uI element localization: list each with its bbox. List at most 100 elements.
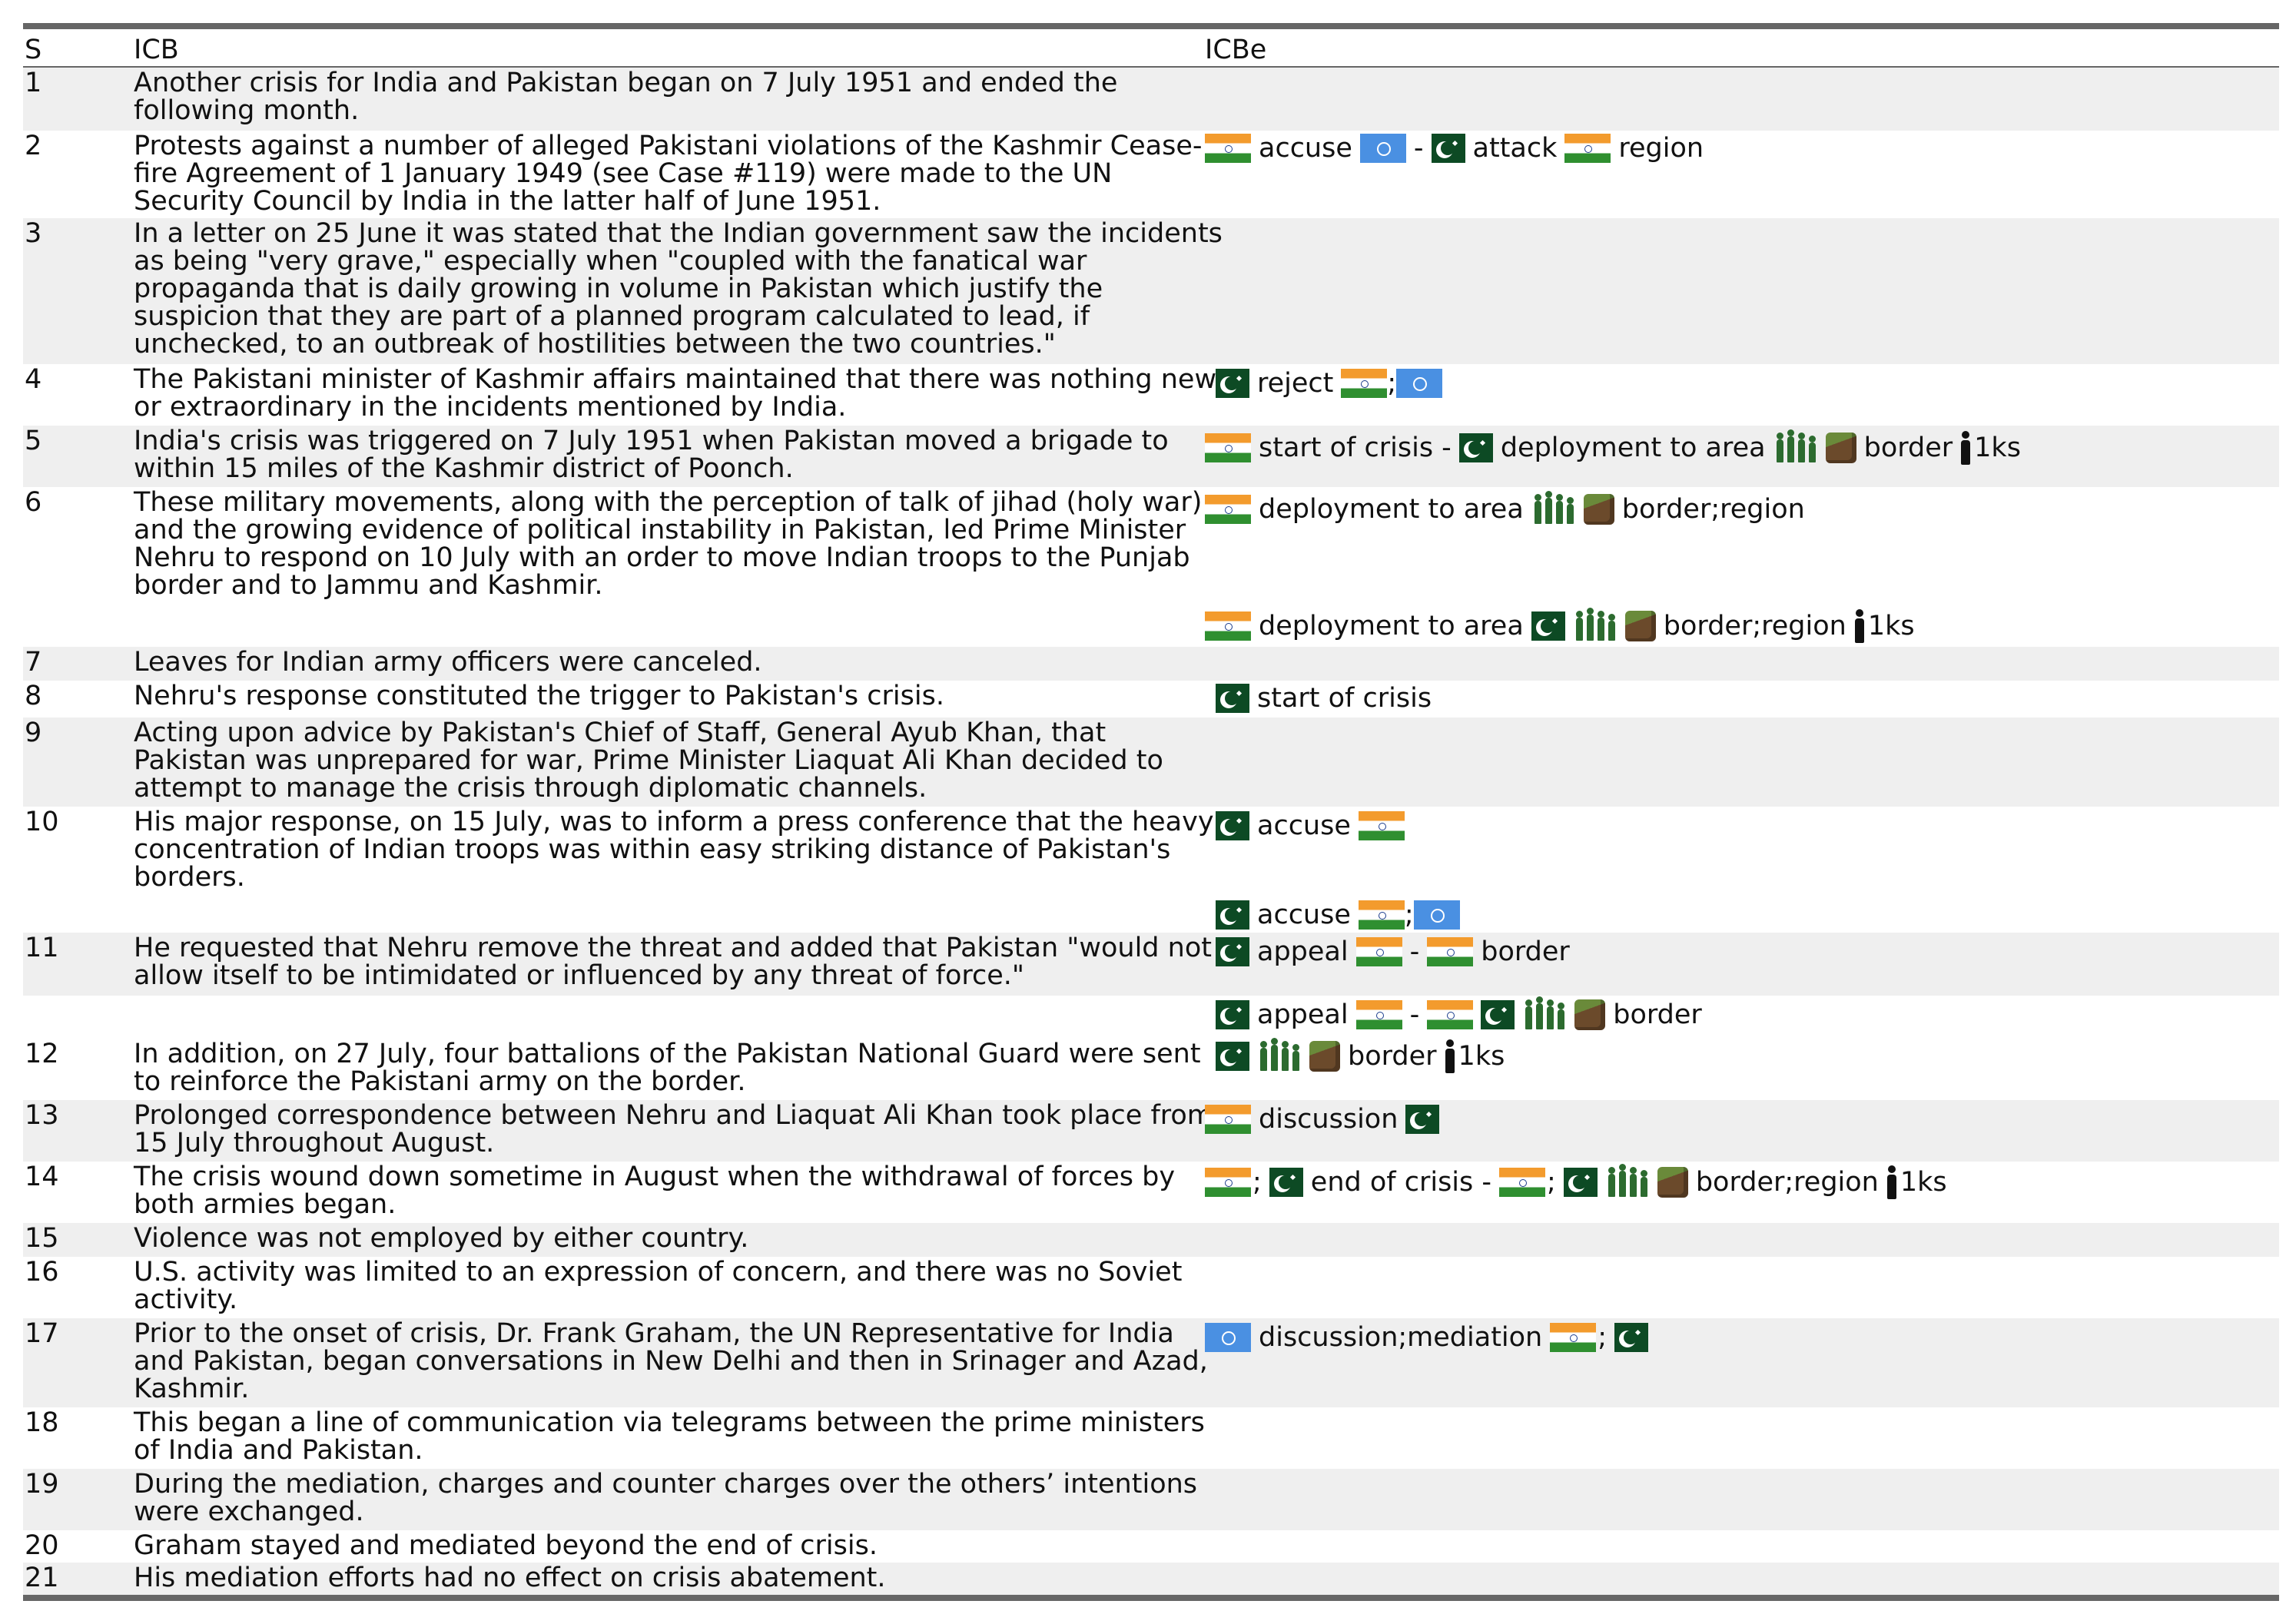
event-annotation: accuse bbox=[1216, 808, 1412, 843]
event-word: start of crisis - bbox=[1259, 433, 1452, 463]
row-number: 20 bbox=[25, 1530, 59, 1561]
india-flag-icon bbox=[1358, 811, 1405, 840]
india-flag-icon bbox=[1427, 937, 1474, 966]
table-row: 4 The Pakistani minister of Kashmir affa… bbox=[23, 364, 2279, 426]
pakistan-flag-icon bbox=[1405, 1105, 1440, 1134]
table-row: 11 He requested that Nehru remove the th… bbox=[23, 933, 2279, 996]
india-flag-icon bbox=[1355, 937, 1402, 966]
india-flag-icon bbox=[1358, 900, 1405, 930]
table-row: 17 Prior to the onset of crisis, Dr. Fra… bbox=[23, 1318, 2279, 1407]
row-text: He requested that Nehru remove the threa… bbox=[134, 933, 1212, 991]
event-word: border bbox=[1613, 999, 1702, 1030]
india-flag-icon bbox=[1205, 134, 1251, 163]
row-text: In a letter on 25 June it was stated tha… bbox=[134, 218, 1223, 360]
event-word: ; bbox=[1547, 1167, 1556, 1198]
table-bottom-rule bbox=[23, 1595, 2279, 1601]
table-row-continuation: appeal - border bbox=[23, 996, 2279, 1039]
india-flag-icon bbox=[1205, 1168, 1251, 1197]
row-text: His mediation efforts had no effect on c… bbox=[134, 1563, 886, 1593]
row-number: 15 bbox=[25, 1223, 59, 1254]
table-row: 1 Another crisis for India and Pakistan … bbox=[23, 68, 2279, 131]
un-flag-icon bbox=[1205, 1323, 1251, 1352]
event-word: end of crisis - bbox=[1310, 1167, 1492, 1198]
icb-comparison-table: S ICB ICBe bbox=[23, 23, 2279, 71]
event-word: - bbox=[1413, 133, 1424, 164]
table-row: 19 During the mediation, charges and cou… bbox=[23, 1469, 2279, 1530]
row-number: 8 bbox=[25, 681, 42, 711]
row-number: 13 bbox=[25, 1100, 59, 1131]
table-row: 8 Nehru's response constituted the trigg… bbox=[23, 681, 2279, 718]
troops-icon bbox=[1773, 429, 1818, 464]
event-annotation: appeal - border bbox=[1216, 934, 1578, 969]
pakistan-flag-icon bbox=[1216, 937, 1249, 966]
india-flag-icon bbox=[1427, 1000, 1474, 1029]
row-number: 18 bbox=[25, 1407, 59, 1438]
un-flag-icon bbox=[1359, 134, 1406, 163]
pakistan-flag-icon bbox=[1563, 1168, 1598, 1197]
pakistan-flag-icon bbox=[1216, 684, 1249, 713]
row-text: India's crisis was triggered on 7 July 1… bbox=[134, 426, 1169, 484]
event-word: accuse bbox=[1257, 900, 1351, 930]
troops-icon bbox=[1531, 491, 1576, 525]
event-word: border bbox=[1863, 433, 1953, 463]
header-s: S bbox=[25, 35, 42, 65]
event-annotation: discussion;mediation ; bbox=[1205, 1320, 1656, 1355]
event-word: border;region bbox=[1695, 1167, 1879, 1198]
india-flag-icon bbox=[1205, 433, 1251, 462]
terrain-block-icon bbox=[1825, 433, 1856, 463]
pakistan-flag-icon bbox=[1269, 1168, 1303, 1197]
row-number: 11 bbox=[25, 933, 59, 963]
table-row: 3 In a letter on 25 June it was stated t… bbox=[23, 218, 2279, 364]
row-text: Acting upon advice by Pakistan's Chief o… bbox=[134, 718, 1163, 804]
un-flag-icon bbox=[1413, 900, 1460, 930]
pakistan-flag-icon bbox=[1614, 1323, 1649, 1352]
terrain-block-icon bbox=[1657, 1167, 1688, 1198]
row-number: 14 bbox=[25, 1162, 59, 1192]
row-text: Leaves for Indian army officers were can… bbox=[134, 647, 762, 678]
table-row: 20 Graham stayed and mediated beyond the… bbox=[23, 1530, 2279, 1563]
event-annotation: ; end of crisis - ; border;region 1ks bbox=[1205, 1164, 1955, 1200]
table-header: S ICB ICBe bbox=[23, 29, 2279, 66]
event-word: appeal bbox=[1257, 999, 1349, 1030]
table-row: 16 U.S. activity was limited to an expre… bbox=[23, 1257, 2279, 1318]
table-row: 6 These military movements, along with t… bbox=[23, 487, 2279, 647]
row-text: Nehru's response constituted the trigger… bbox=[134, 681, 944, 711]
event-word: border;region bbox=[1621, 494, 1805, 525]
event-annotation: appeal - border bbox=[1216, 996, 1710, 1032]
pakistan-flag-icon bbox=[1216, 1000, 1249, 1029]
row-number: 12 bbox=[25, 1039, 59, 1069]
event-word: border;region bbox=[1663, 611, 1846, 641]
event-annotation: deployment to area border;region 1ks bbox=[1205, 608, 1923, 644]
row-text: In addition, on 27 July, four battalions… bbox=[134, 1039, 1201, 1097]
event-word: discussion;mediation bbox=[1259, 1322, 1543, 1353]
row-number: 10 bbox=[25, 807, 59, 837]
row-text: Violence was not employed by either coun… bbox=[134, 1223, 749, 1254]
row-text: U.S. activity was limited to an expressi… bbox=[134, 1257, 1183, 1315]
row-number: 9 bbox=[25, 718, 42, 748]
event-annotation: start of crisis - deployment to area bor… bbox=[1205, 429, 2029, 466]
row-text: The Pakistani minister of Kashmir affair… bbox=[134, 364, 1217, 423]
event-annotation: border 1ks bbox=[1216, 1038, 1512, 1074]
terrain-block-icon bbox=[1583, 494, 1614, 525]
event-word: appeal bbox=[1257, 936, 1349, 967]
pakistan-flag-icon bbox=[1481, 1000, 1515, 1029]
header-icbe: ICBe bbox=[1205, 35, 1267, 65]
un-flag-icon bbox=[1396, 369, 1443, 398]
row-number: 4 bbox=[25, 364, 42, 395]
row-number: 7 bbox=[25, 647, 42, 678]
terrain-block-icon bbox=[1574, 999, 1606, 1030]
row-number: 5 bbox=[25, 426, 42, 456]
india-flag-icon bbox=[1564, 134, 1611, 163]
event-word: deployment to area bbox=[1259, 611, 1524, 641]
event-annotation: start of crisis bbox=[1216, 681, 1439, 716]
india-flag-icon bbox=[1341, 369, 1388, 398]
table-row: 9 Acting upon advice by Pakistan's Chief… bbox=[23, 718, 2279, 807]
table-top-rule bbox=[23, 23, 2279, 29]
event-annotation: reject ; bbox=[1216, 366, 1450, 401]
pakistan-flag-icon bbox=[1216, 900, 1249, 930]
event-word: - bbox=[1409, 999, 1420, 1030]
row-number: 17 bbox=[25, 1318, 59, 1349]
pakistan-flag-icon bbox=[1431, 134, 1465, 163]
row-text: Another crisis for India and Pakistan be… bbox=[134, 68, 1118, 126]
person-icon bbox=[1960, 431, 1971, 465]
